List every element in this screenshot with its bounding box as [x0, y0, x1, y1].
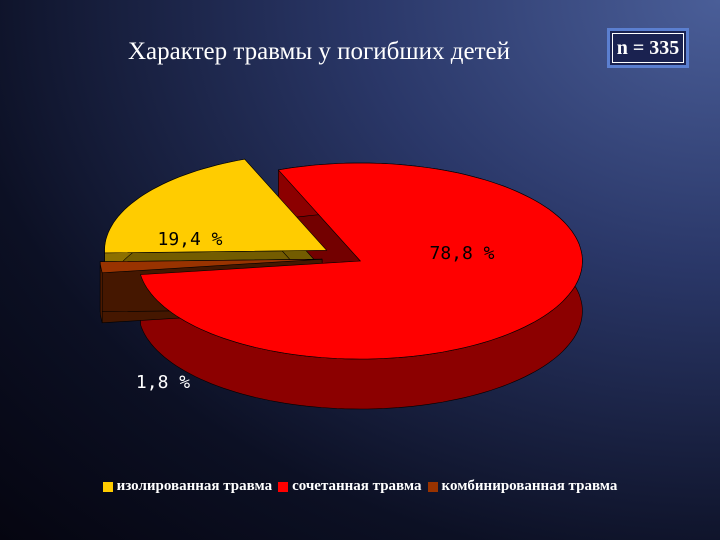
- slice: [104, 158, 328, 254]
- legend: изолированная травма сочетанная травма ком…: [0, 478, 720, 495]
- slice: [99, 258, 323, 274]
- legend-swatch: [278, 481, 289, 492]
- value-label: 19,4 %: [157, 229, 222, 250]
- legend-item: изолированная травма: [102, 478, 273, 495]
- value-label: 78,8 %: [429, 243, 494, 264]
- legend-swatch: [427, 481, 438, 492]
- legend-item: комбинированная травма: [427, 478, 618, 495]
- legend-item: сочетанная травма: [278, 478, 422, 495]
- legend-swatch: [102, 481, 113, 492]
- legend-label: комбинированная травма: [441, 478, 618, 494]
- value-label: 1,8 %: [136, 372, 190, 393]
- sample-size: n = 335: [607, 28, 689, 68]
- slice: [140, 162, 583, 360]
- chart-title: Характер травмы у погибших детей: [128, 38, 510, 65]
- legend-label: изолированная травма: [116, 478, 273, 494]
- legend-label: сочетанная травма: [292, 478, 422, 494]
